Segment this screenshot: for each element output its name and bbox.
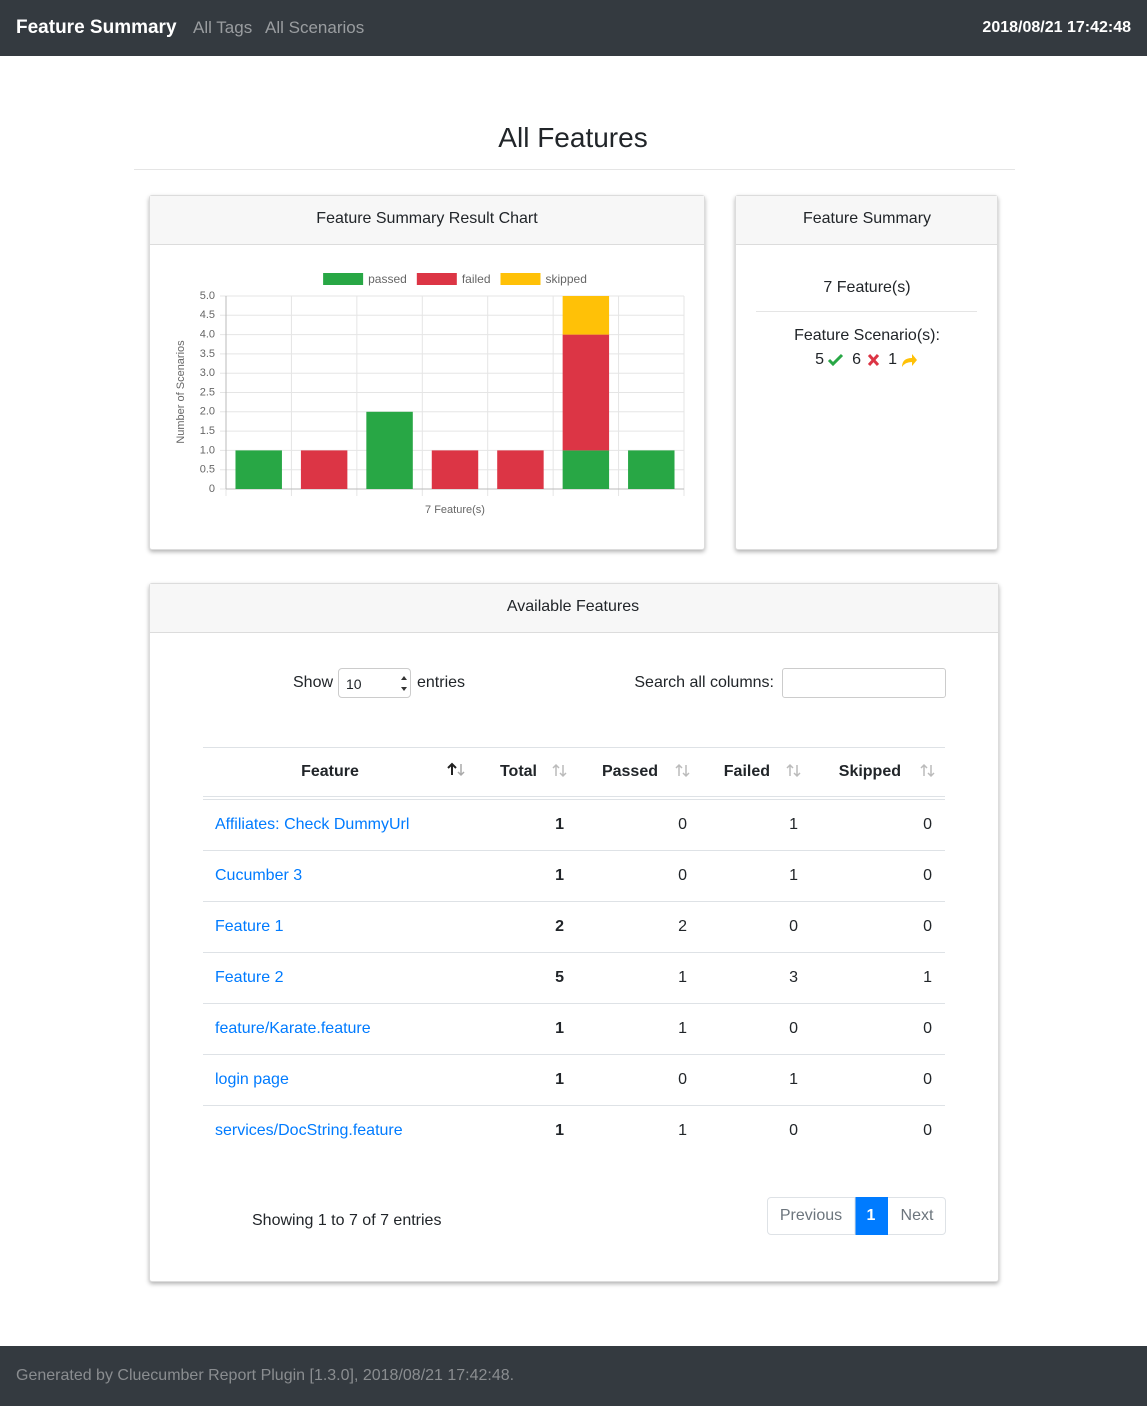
page-prev[interactable]: Previous [779,1207,843,1224]
cell: 0 [923,1071,932,1088]
cell: 0 [678,1071,687,1088]
column-header[interactable]: Total [499,763,537,780]
navbar [0,0,1147,56]
cell: 5 [555,969,564,986]
cell: 2 [678,918,687,935]
cell: 1 [555,1122,564,1139]
search-label: Search all columns: [634,674,774,691]
cell: 1 [789,867,798,884]
page-active[interactable] [855,1197,888,1235]
table-head-rule [203,796,945,800]
cell: 0 [923,1020,932,1037]
column-header[interactable]: Failed [723,763,770,780]
cell: 1 [923,969,932,986]
cell: 2 [555,918,564,935]
cell: 1 [555,816,564,833]
page-next[interactable]: Next [900,1207,934,1224]
cell: 1 [789,1071,798,1088]
feature-link[interactable]: feature/Karate.feature [215,1020,371,1037]
cell: 0 [923,1122,932,1139]
cell: 1 [678,969,687,986]
page-number[interactable]: 1 [866,1207,876,1224]
table-top-rule [203,747,945,748]
failed-count: 6 [852,351,861,368]
brand[interactable]: Feature Summary [16,17,177,38]
cell: 0 [923,867,932,884]
cell: 0 [789,1020,798,1037]
cell: 1 [678,1020,687,1037]
length-value[interactable]: 10 [346,676,362,692]
length-select[interactable] [338,668,411,698]
passed-count: 5 [815,351,824,368]
feature-link[interactable]: Feature 1 [215,918,284,935]
summary-card [735,195,998,550]
feature-link[interactable]: Feature 2 [215,969,284,986]
cell: 1 [555,1071,564,1088]
cell: 1 [555,867,564,884]
show-label: Show [293,674,334,691]
skipped-count: 1 [888,351,897,368]
cell: 3 [789,969,798,986]
card-header [150,584,998,633]
feature-link[interactable]: services/DocString.feature [215,1122,403,1139]
feature-count: 7 Feature(s) [823,279,911,296]
footer-text: Generated by Cluecumber Report Plugin [1… [16,1367,515,1384]
cell: 1 [555,1020,564,1037]
card-title: Available Features [506,598,640,615]
search-input[interactable] [782,668,946,698]
footer [0,1346,1147,1406]
nav-link[interactable]: All Tags [193,18,253,37]
card-title: Feature Summary [802,210,932,227]
column-header[interactable]: Passed [601,763,658,780]
nav-link[interactable]: All Scenarios [265,18,365,37]
cell: 0 [923,918,932,935]
column-header[interactable]: Skipped [838,763,901,780]
timestamp: 2018/08/21 17:42:48 [982,19,1131,36]
cell: 0 [789,918,798,935]
cell: 0 [923,816,932,833]
cell: 0 [678,816,687,833]
card-header [150,196,704,245]
scenario-label: Feature Scenario(s): [794,327,940,344]
cell: 1 [678,1122,687,1139]
title-rule [134,169,1015,170]
feature-link[interactable]: Affiliates: Check DummyUrl [215,816,410,833]
cell: 0 [789,1122,798,1139]
table-info: Showing 1 to 7 of 7 entries [252,1212,442,1229]
feature-link[interactable]: login page [215,1071,289,1088]
chart-card [149,195,705,550]
card-header [736,196,997,245]
feature-link[interactable]: Cucumber 3 [215,867,303,884]
column-header[interactable]: Feature [301,763,359,780]
card-title: Feature Summary Result Chart [316,210,538,227]
cell: 0 [678,867,687,884]
cell: 1 [789,816,798,833]
entries-label: entries [417,674,466,691]
table-card [149,583,999,1282]
page-title: All Features [498,122,648,153]
summary-rule [756,311,977,312]
